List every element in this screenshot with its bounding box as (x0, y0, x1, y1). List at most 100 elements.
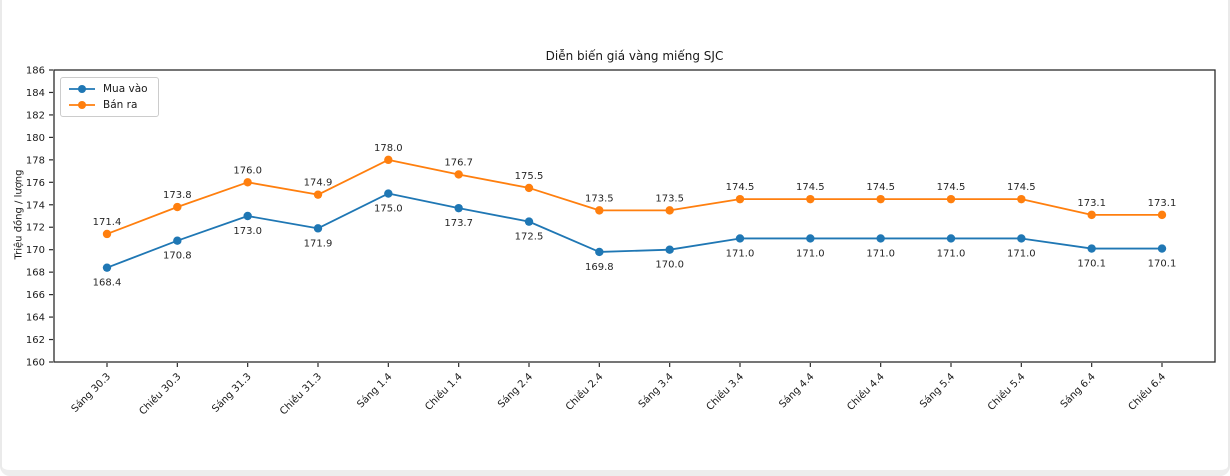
data-point-label: 173.5 (585, 193, 614, 204)
data-point-label: 171.0 (726, 248, 755, 259)
data-point-marker (946, 194, 956, 204)
data-point-label: 171.0 (866, 248, 895, 259)
x-tick-label: Chiều 6.4 (1126, 371, 1168, 413)
data-point-label: 171.0 (937, 248, 966, 259)
data-point-marker (454, 170, 463, 179)
data-point-marker (595, 206, 604, 215)
x-tick-label: Sáng 30.3 (69, 371, 113, 415)
legend-label: Mua vào (103, 83, 148, 95)
data-point-label: 176.7 (444, 157, 473, 168)
x-tick-label: Chiều 4.4 (845, 371, 887, 413)
data-point-marker (876, 194, 885, 204)
x-tick-label: Chiều 31.3 (277, 371, 324, 418)
data-point-label: 173.8 (163, 190, 192, 201)
data-point-marker (313, 224, 323, 233)
data-point-marker (243, 211, 252, 221)
x-tick-label: Sáng 2.4 (495, 371, 535, 411)
data-point-marker (173, 236, 182, 245)
data-point-label: 172.5 (515, 232, 544, 243)
legend: Mua vào Bán ra (60, 77, 159, 117)
data-point-marker (806, 194, 815, 204)
data-point-label: 176.0 (233, 165, 262, 176)
y-tick-label: 170 (26, 245, 45, 256)
data-point-label: 178.0 (374, 143, 403, 154)
x-tick-label: Chiều 1.4 (423, 371, 465, 413)
data-point-marker (665, 245, 674, 254)
series-line (106, 158, 1162, 235)
data-point-marker (1017, 194, 1026, 204)
y-tick-label: 164 (26, 313, 45, 324)
data-point-label: 170.1 (1077, 259, 1106, 270)
data-point-label: 173.5 (655, 193, 684, 204)
series-line (106, 192, 1162, 269)
x-tick-label: Sáng 4.4 (777, 371, 817, 411)
plot-spines (53, 69, 1216, 363)
y-axis-label: Triệu đồng / lượng (13, 169, 25, 260)
legend-line-marker-icon (69, 101, 95, 109)
y-tick-label: 176 (26, 178, 45, 189)
data-point-label: 170.8 (163, 251, 192, 262)
data-point-marker (173, 202, 182, 212)
data-point-label: 171.0 (1007, 248, 1036, 259)
x-tick-label: Chiều 5.4 (985, 371, 1027, 413)
data-point-label: 174.5 (726, 182, 755, 193)
data-point-label: 173.7 (444, 218, 473, 229)
data-point-marker (665, 206, 674, 215)
data-point-marker (1157, 210, 1167, 220)
legend-line-marker-icon (69, 85, 95, 93)
x-tick-label: Sáng 3.4 (636, 371, 676, 411)
x-tick-label: Chiều 3.4 (704, 371, 746, 413)
data-point-marker (524, 183, 534, 193)
data-point-label: 171.9 (304, 238, 333, 249)
data-point-marker (102, 229, 112, 239)
data-point-label: 174.5 (937, 182, 966, 193)
data-point-label: 168.4 (93, 278, 122, 289)
data-point-marker (595, 247, 604, 257)
y-tick-label: 174 (26, 200, 45, 211)
data-point-marker (876, 234, 885, 243)
data-point-marker (243, 178, 252, 187)
y-tick-label: 168 (26, 268, 45, 279)
y-tick-label: 172 (26, 223, 45, 234)
data-point-label: 175.5 (515, 171, 544, 182)
y-tick-label: 166 (26, 290, 45, 301)
data-point-marker (735, 194, 745, 204)
y-tick-label: 182 (26, 110, 45, 121)
y-tick-label: 184 (26, 88, 45, 99)
data-point-label: 170.0 (655, 260, 684, 271)
data-point-label: 174.5 (1007, 182, 1036, 193)
data-point-marker (524, 217, 534, 226)
legend-label: Bán ra (103, 99, 138, 111)
x-tick-label: Chiều 2.4 (563, 371, 605, 413)
data-point-marker (313, 190, 323, 199)
y-tick-label: 162 (26, 335, 45, 346)
data-point-label: 173.1 (1077, 198, 1106, 209)
data-point-marker (1087, 210, 1096, 220)
y-tick-label: 186 (26, 66, 45, 77)
y-tick-label: 178 (26, 155, 45, 166)
data-point-label: 173.0 (233, 226, 262, 237)
x-tick-label: Sáng 1.4 (355, 371, 395, 411)
data-point-label: 175.0 (374, 204, 403, 215)
data-point-marker (1017, 234, 1026, 243)
x-tick-label: Sáng 6.4 (1058, 371, 1098, 411)
x-tick-label: Sáng 31.3 (210, 371, 254, 415)
data-point-marker (384, 155, 393, 165)
data-point-marker (1087, 244, 1096, 253)
data-point-label: 174.5 (866, 182, 895, 193)
y-tick-label: 160 (26, 358, 45, 369)
data-point-label: 169.8 (585, 262, 614, 273)
data-point-marker (1157, 244, 1167, 253)
data-point-label: 171.0 (796, 248, 825, 259)
data-point-label: 174.9 (304, 178, 333, 189)
x-tick-label: Sáng 5.4 (917, 371, 957, 411)
data-point-marker (946, 234, 956, 243)
chart-title: Diễn biến giá vàng miếng SJC (545, 49, 724, 63)
data-point-marker (454, 203, 463, 213)
y-tick-label: 180 (26, 133, 45, 144)
legend-item-mua-vao: Mua vào (68, 83, 148, 95)
data-point-label: 173.1 (1148, 198, 1177, 209)
